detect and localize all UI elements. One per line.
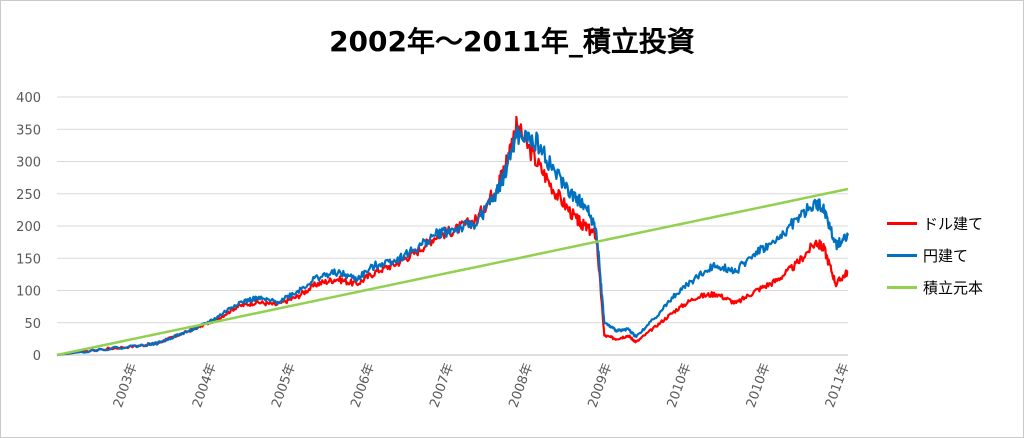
- legend-swatch-yen: [887, 253, 917, 257]
- y-tick-label: 0: [33, 349, 41, 364]
- legend-swatch-dollar: [887, 221, 917, 225]
- y-tick-label: 250: [16, 188, 41, 203]
- series-line-yen: [56, 125, 850, 357]
- legend-swatch-principal: [887, 285, 917, 289]
- x-tick-label: 2010年: [744, 361, 774, 409]
- x-tick-label: 2004年: [190, 361, 220, 409]
- x-tick-label: 2006年: [348, 361, 378, 409]
- y-axis-ticks: 0 50 100 150 200 250 300 350 400: [16, 91, 41, 364]
- y-tick-label: 300: [16, 156, 41, 171]
- x-tick-label: 2007年: [427, 361, 457, 409]
- series-line-dollar: [56, 115, 849, 357]
- legend-item-principal: 積立元本: [887, 271, 1022, 303]
- series-lines: [56, 115, 850, 357]
- legend: ドル建て 円建て 積立元本: [887, 207, 1022, 303]
- x-axis-ticks: 2003年 2004年 2005年 2006年 2007年 2008年 2009年 2010年…: [111, 361, 853, 409]
- legend-label-dollar: ドル建て: [923, 214, 984, 233]
- x-tick-label: 2005年: [269, 361, 299, 409]
- gridlines: [57, 96, 848, 356]
- legend-label-principal: 積立元本: [923, 278, 984, 297]
- y-tick-label: 350: [16, 123, 41, 138]
- legend-item-dollar: ドル建て: [887, 207, 1022, 239]
- y-tick-label: 200: [16, 220, 41, 235]
- x-tick-label: 2010年: [665, 361, 695, 409]
- x-tick-label: 2011年: [823, 361, 853, 409]
- x-tick-label: 2008年: [506, 361, 536, 409]
- series-line-principal: [56, 187, 849, 357]
- y-tick-label: 50: [24, 317, 41, 332]
- legend-item-yen: 円建て: [887, 239, 1022, 271]
- x-tick-label: 2009年: [586, 361, 616, 409]
- y-tick-label: 100: [16, 285, 41, 300]
- legend-label-yen: 円建て: [923, 246, 969, 265]
- x-tick-label: 2003年: [111, 361, 141, 409]
- y-tick-label: 150: [16, 252, 41, 267]
- y-tick-label: 400: [16, 91, 41, 106]
- chart-title: 2002年～2011年_積立投資: [329, 25, 695, 58]
